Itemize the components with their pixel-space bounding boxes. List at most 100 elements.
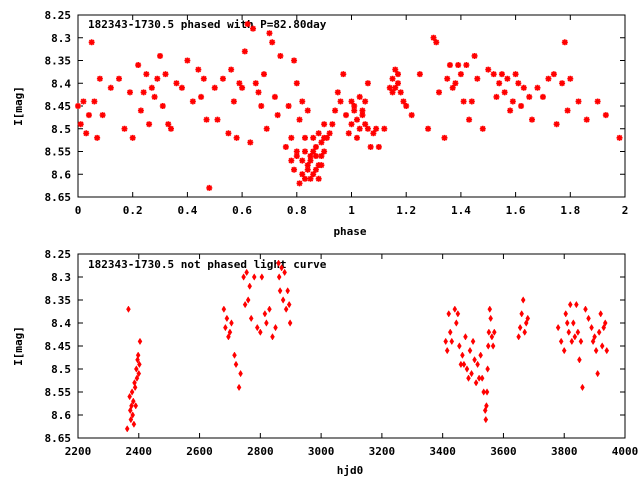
data-point: [321, 121, 328, 128]
data-point: [575, 328, 581, 336]
y-tick-label: 8.25: [45, 248, 72, 261]
data-point: [481, 388, 486, 396]
data-point: [291, 57, 298, 64]
data-point: [472, 356, 477, 364]
y-tick-label: 8.45: [45, 340, 72, 353]
y-tick-label: 8.3: [51, 271, 71, 284]
data-point: [75, 103, 81, 109]
y-tick-label: 8.25: [45, 9, 72, 22]
data-point: [302, 175, 309, 182]
data-point: [131, 420, 137, 428]
data-point: [128, 415, 134, 424]
data-point: [88, 39, 95, 46]
data-point: [282, 143, 289, 150]
data-point: [362, 98, 369, 105]
data-point: [248, 314, 254, 323]
data-point: [270, 333, 275, 341]
y-tick-label: 8.35: [45, 55, 72, 68]
data-point: [470, 337, 476, 346]
x-axis-label: phase: [333, 225, 366, 238]
data-point: [200, 75, 207, 82]
data-point: [80, 98, 87, 105]
data-point: [452, 80, 459, 87]
x-tick-label: 2: [622, 204, 629, 217]
data-point: [446, 62, 453, 69]
data-point: [520, 84, 527, 91]
y-tick-label: 8.55: [45, 146, 72, 159]
data-point: [126, 89, 133, 96]
data-point: [425, 125, 432, 132]
data-point: [345, 130, 352, 137]
data-point: [392, 84, 399, 91]
data-point: [457, 342, 462, 350]
y-axis-label: I[mag]: [12, 326, 25, 366]
data-point: [397, 89, 404, 96]
data-point: [134, 365, 139, 373]
data-point: [515, 80, 522, 87]
data-point: [244, 268, 249, 277]
data-point: [455, 62, 462, 69]
data-point: [151, 93, 158, 100]
data-point: [466, 116, 473, 123]
unphased-light-curve-panel: 182343-1730.5 not phased light curve hjd…: [12, 248, 638, 477]
data-point: [184, 57, 191, 64]
data-point: [287, 319, 293, 327]
y-tick-label: 8.65: [45, 432, 72, 445]
data-point: [475, 360, 480, 369]
data-point: [239, 84, 246, 91]
data-point: [563, 310, 569, 318]
data-point: [496, 80, 503, 87]
data-point: [310, 148, 317, 155]
data-point: [400, 98, 407, 105]
data-point: [574, 300, 579, 309]
data-points: [75, 21, 623, 191]
data-point: [463, 62, 470, 69]
data-point: [389, 89, 396, 96]
data-point: [567, 75, 574, 82]
data-point: [307, 175, 314, 182]
y-tick-label: 8.5: [51, 363, 71, 376]
data-point: [279, 264, 284, 272]
data-point: [525, 314, 531, 323]
data-point: [293, 148, 300, 155]
data-point: [558, 337, 564, 346]
data-point: [283, 305, 289, 313]
phased-light-curve-panel: 182343-1730.5 phased with P=82.80day pha…: [12, 9, 628, 238]
data-point: [277, 287, 283, 295]
data-point: [96, 75, 103, 82]
data-point: [129, 134, 136, 141]
data-point: [571, 319, 576, 327]
data-point: [484, 402, 489, 410]
data-point: [137, 360, 142, 369]
data-point: [232, 351, 237, 359]
data-point: [485, 66, 492, 73]
data-point: [578, 337, 584, 346]
x-tick-label: 1.8: [560, 204, 580, 217]
data-point: [157, 52, 164, 59]
y-tick-label: 8.6: [51, 409, 71, 422]
x-axis-label: hjd0: [337, 464, 364, 477]
data-point: [580, 383, 585, 392]
data-point: [154, 75, 161, 82]
data-point: [124, 425, 130, 433]
data-point: [195, 66, 202, 73]
data-point: [498, 71, 505, 78]
data-point: [148, 84, 155, 91]
data-point: [454, 319, 459, 327]
data-point: [244, 21, 251, 28]
y-axis-label: I[mag]: [12, 86, 25, 126]
data-point: [241, 273, 246, 281]
data-point: [522, 328, 528, 336]
data-point: [545, 75, 552, 82]
data-point: [130, 411, 135, 419]
data-point: [517, 323, 523, 332]
x-tick-label: 2400: [126, 445, 153, 458]
y-tick-label: 8.3: [51, 32, 71, 45]
data-point: [267, 305, 272, 313]
y-tick-label: 8.6: [51, 168, 71, 181]
data-point: [430, 34, 437, 41]
data-point: [466, 374, 471, 382]
data-point: [223, 323, 228, 332]
data-point: [127, 406, 133, 415]
data-point: [583, 116, 590, 123]
